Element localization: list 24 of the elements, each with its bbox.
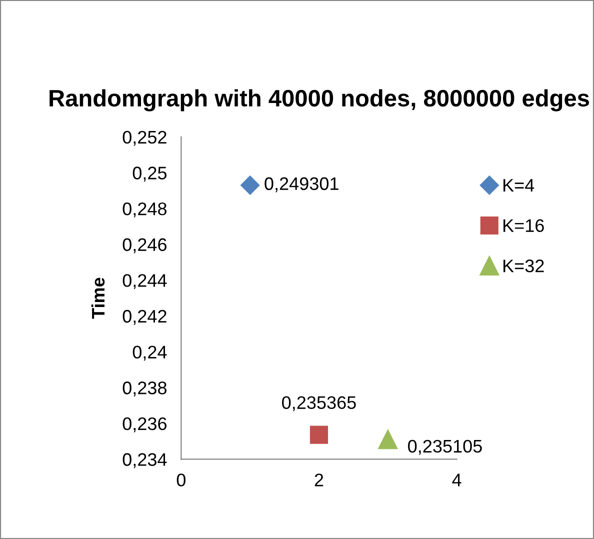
point xyxy=(310,426,328,444)
legend-label: K=4 xyxy=(504,179,534,192)
legend-label: K=16 xyxy=(504,219,544,232)
y-tick-label: 0,248 xyxy=(122,202,166,218)
y-tick-label: 0,234 xyxy=(122,453,167,468)
chart-title: Randomgraph with 40000 nodes, 8000000 edges xyxy=(50,89,590,112)
x-tick-label: 2 xyxy=(314,474,324,486)
point xyxy=(378,430,398,450)
y-tick-label: 0,242 xyxy=(122,310,166,325)
data-label: 0,235105 xyxy=(408,440,482,455)
y-tick-label: 0,252 xyxy=(122,130,166,146)
y-tick-label: 0,238 xyxy=(122,382,166,396)
y-tick-label: 0,25 xyxy=(132,166,167,182)
y-axis-title: Time xyxy=(91,278,105,319)
point xyxy=(240,176,260,195)
x-tick-label: 4 xyxy=(452,474,462,486)
legend-label: K=32 xyxy=(504,260,544,272)
y-tick-label: 0,244 xyxy=(122,274,167,290)
y-tick-label: 0,236 xyxy=(122,417,166,432)
data-label: 0,249301 xyxy=(264,177,338,192)
y-tick-label: 0,24 xyxy=(132,346,167,361)
data-label: 0,235365 xyxy=(282,396,356,412)
y-tick-label: 0,246 xyxy=(122,238,166,254)
x-tick-label: 0 xyxy=(176,474,186,486)
